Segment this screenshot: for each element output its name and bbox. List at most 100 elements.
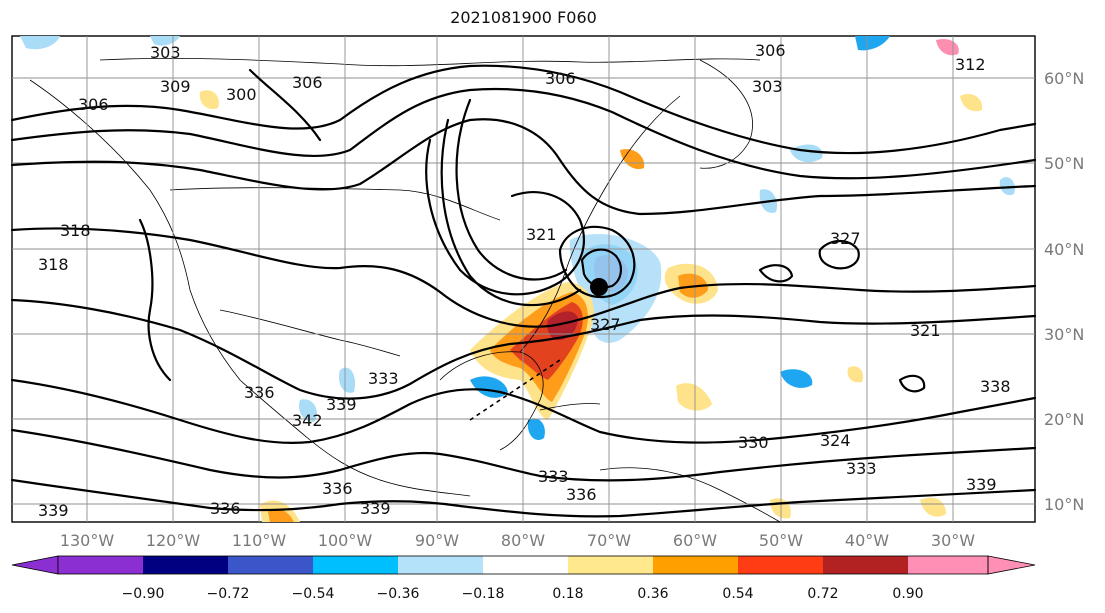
lat-tick-label: 40°N [1044, 240, 1084, 259]
colorbar-segment [738, 556, 823, 574]
atlantic-coast [519, 95, 681, 353]
contour-label: 338 [980, 377, 1011, 396]
colorbar-tick-label: −0.54 [292, 586, 335, 602]
contour-label: 303 [150, 43, 181, 62]
colorbar-segment [823, 556, 908, 574]
blue-patch [855, 36, 890, 51]
lon-tick-label: 70°W [587, 531, 631, 550]
contour-labels: 303 309 300 306 306 306 303 306 312 318 … [38, 41, 1011, 520]
lat-tick-label: 30°N [1044, 325, 1084, 344]
contour-label: 333 [846, 459, 877, 478]
canada-outline [99, 57, 761, 67]
pacific-coast [29, 79, 471, 497]
lat-tick-label: 50°N [1044, 154, 1084, 173]
colorbar-tick-label: −0.18 [462, 586, 505, 602]
contour-label: 312 [955, 55, 986, 74]
colorbar-segment [143, 556, 228, 574]
contour-label: 318 [38, 255, 69, 274]
lon-tick-label: 100°W [318, 531, 373, 550]
blue-patch [999, 177, 1015, 196]
colorbar-tick-label: 0.90 [892, 586, 923, 602]
longitude-ticks: 130°W 120°W 110°W 100°W 90°W 80°W 70°W 6… [60, 531, 975, 550]
contour-line [10, 118, 1037, 216]
lon-tick-label: 60°W [673, 531, 717, 550]
contour-label: 339 [38, 501, 69, 520]
us-mexico-border [219, 309, 401, 357]
coastlines [29, 57, 781, 523]
contour-label: 336 [566, 485, 597, 504]
contour-line [10, 227, 1037, 328]
contour-label: 300 [226, 85, 257, 104]
lat-tick-label: 60°N [1044, 69, 1084, 88]
lon-tick-label: 50°W [759, 531, 803, 550]
lat-tick-label: 20°N [1044, 410, 1084, 429]
positive-anomaly-dark [547, 311, 578, 341]
contour-line [558, 225, 636, 299]
colorbar-segment [228, 556, 313, 574]
contour-line [455, 98, 568, 281]
colorbar: −0.90 −0.72 −0.54 −0.36 −0.18 0.18 0.36 … [11, 555, 1036, 602]
contour-label: 342 [292, 411, 323, 430]
lon-tick-label: 90°W [415, 531, 459, 550]
contour-label: 327 [590, 315, 621, 334]
gulf-coast [439, 351, 544, 451]
blue-patch [780, 369, 813, 388]
cyclone-center-marker [590, 278, 608, 296]
contour-label: 339 [360, 499, 391, 518]
contour-label: 324 [820, 431, 851, 450]
contour-line [898, 374, 926, 393]
contour-label: 306 [755, 41, 786, 60]
caribbean-islands [539, 403, 601, 411]
graticule [12, 36, 1035, 522]
latitude-ticks: 60°N 50°N 40°N 30°N 20°N 10°N [1044, 69, 1084, 514]
lon-tick-label: 110°W [232, 531, 287, 550]
colorbar-tick-label: 0.54 [722, 586, 753, 602]
contour-line [10, 378, 1037, 444]
contour-label: 330 [738, 433, 769, 452]
blue-patch [20, 36, 60, 50]
colorbar-segment [653, 556, 738, 574]
contour-label: 318 [60, 221, 91, 240]
contour-line [758, 264, 794, 283]
contour-label: 306 [545, 69, 576, 88]
colorbar-tick-label: −0.72 [207, 586, 250, 602]
orange-patch [268, 509, 294, 522]
blue-patch [150, 36, 180, 46]
lat-tick-label: 10°N [1044, 495, 1084, 514]
contour-label: 309 [160, 77, 191, 96]
contour-label: 339 [966, 475, 997, 494]
yellow-patch [920, 497, 946, 517]
contour-line [138, 218, 172, 382]
contour-line [425, 138, 585, 296]
anomaly-shading [20, 36, 1015, 522]
contour-line [10, 428, 1037, 482]
contour-line [248, 68, 322, 142]
dashed-front [469, 359, 561, 421]
colorbar-tick-label: −0.90 [122, 586, 165, 602]
us-canada-border [169, 187, 501, 221]
contour-label: 336 [322, 479, 353, 498]
yellow-patch [199, 90, 219, 110]
yellow-patch [847, 366, 864, 383]
colorbar-outline [57, 555, 989, 575]
contour-line [10, 87, 1037, 180]
contour-label: 321 [910, 321, 941, 340]
lon-tick-label: 120°W [146, 531, 201, 550]
contour-label: 336 [210, 499, 241, 518]
map-title: 2021081900 F060 [450, 8, 597, 27]
blue-patch [527, 418, 545, 440]
contour-label: 339 [326, 395, 357, 414]
lon-tick-label: 130°W [60, 531, 115, 550]
colorbar-extend-left [11, 555, 59, 575]
contour-line [818, 239, 860, 270]
yellow-patch [676, 383, 712, 411]
orange-patch [620, 149, 645, 170]
contour-label: 306 [78, 95, 109, 114]
lon-tick-label: 40°W [845, 531, 889, 550]
colorbar-segment [398, 556, 483, 574]
contour-label: 306 [292, 73, 323, 92]
contour-line [10, 478, 1037, 518]
colorbar-segment [568, 556, 653, 574]
contour-label: 336 [244, 383, 275, 402]
